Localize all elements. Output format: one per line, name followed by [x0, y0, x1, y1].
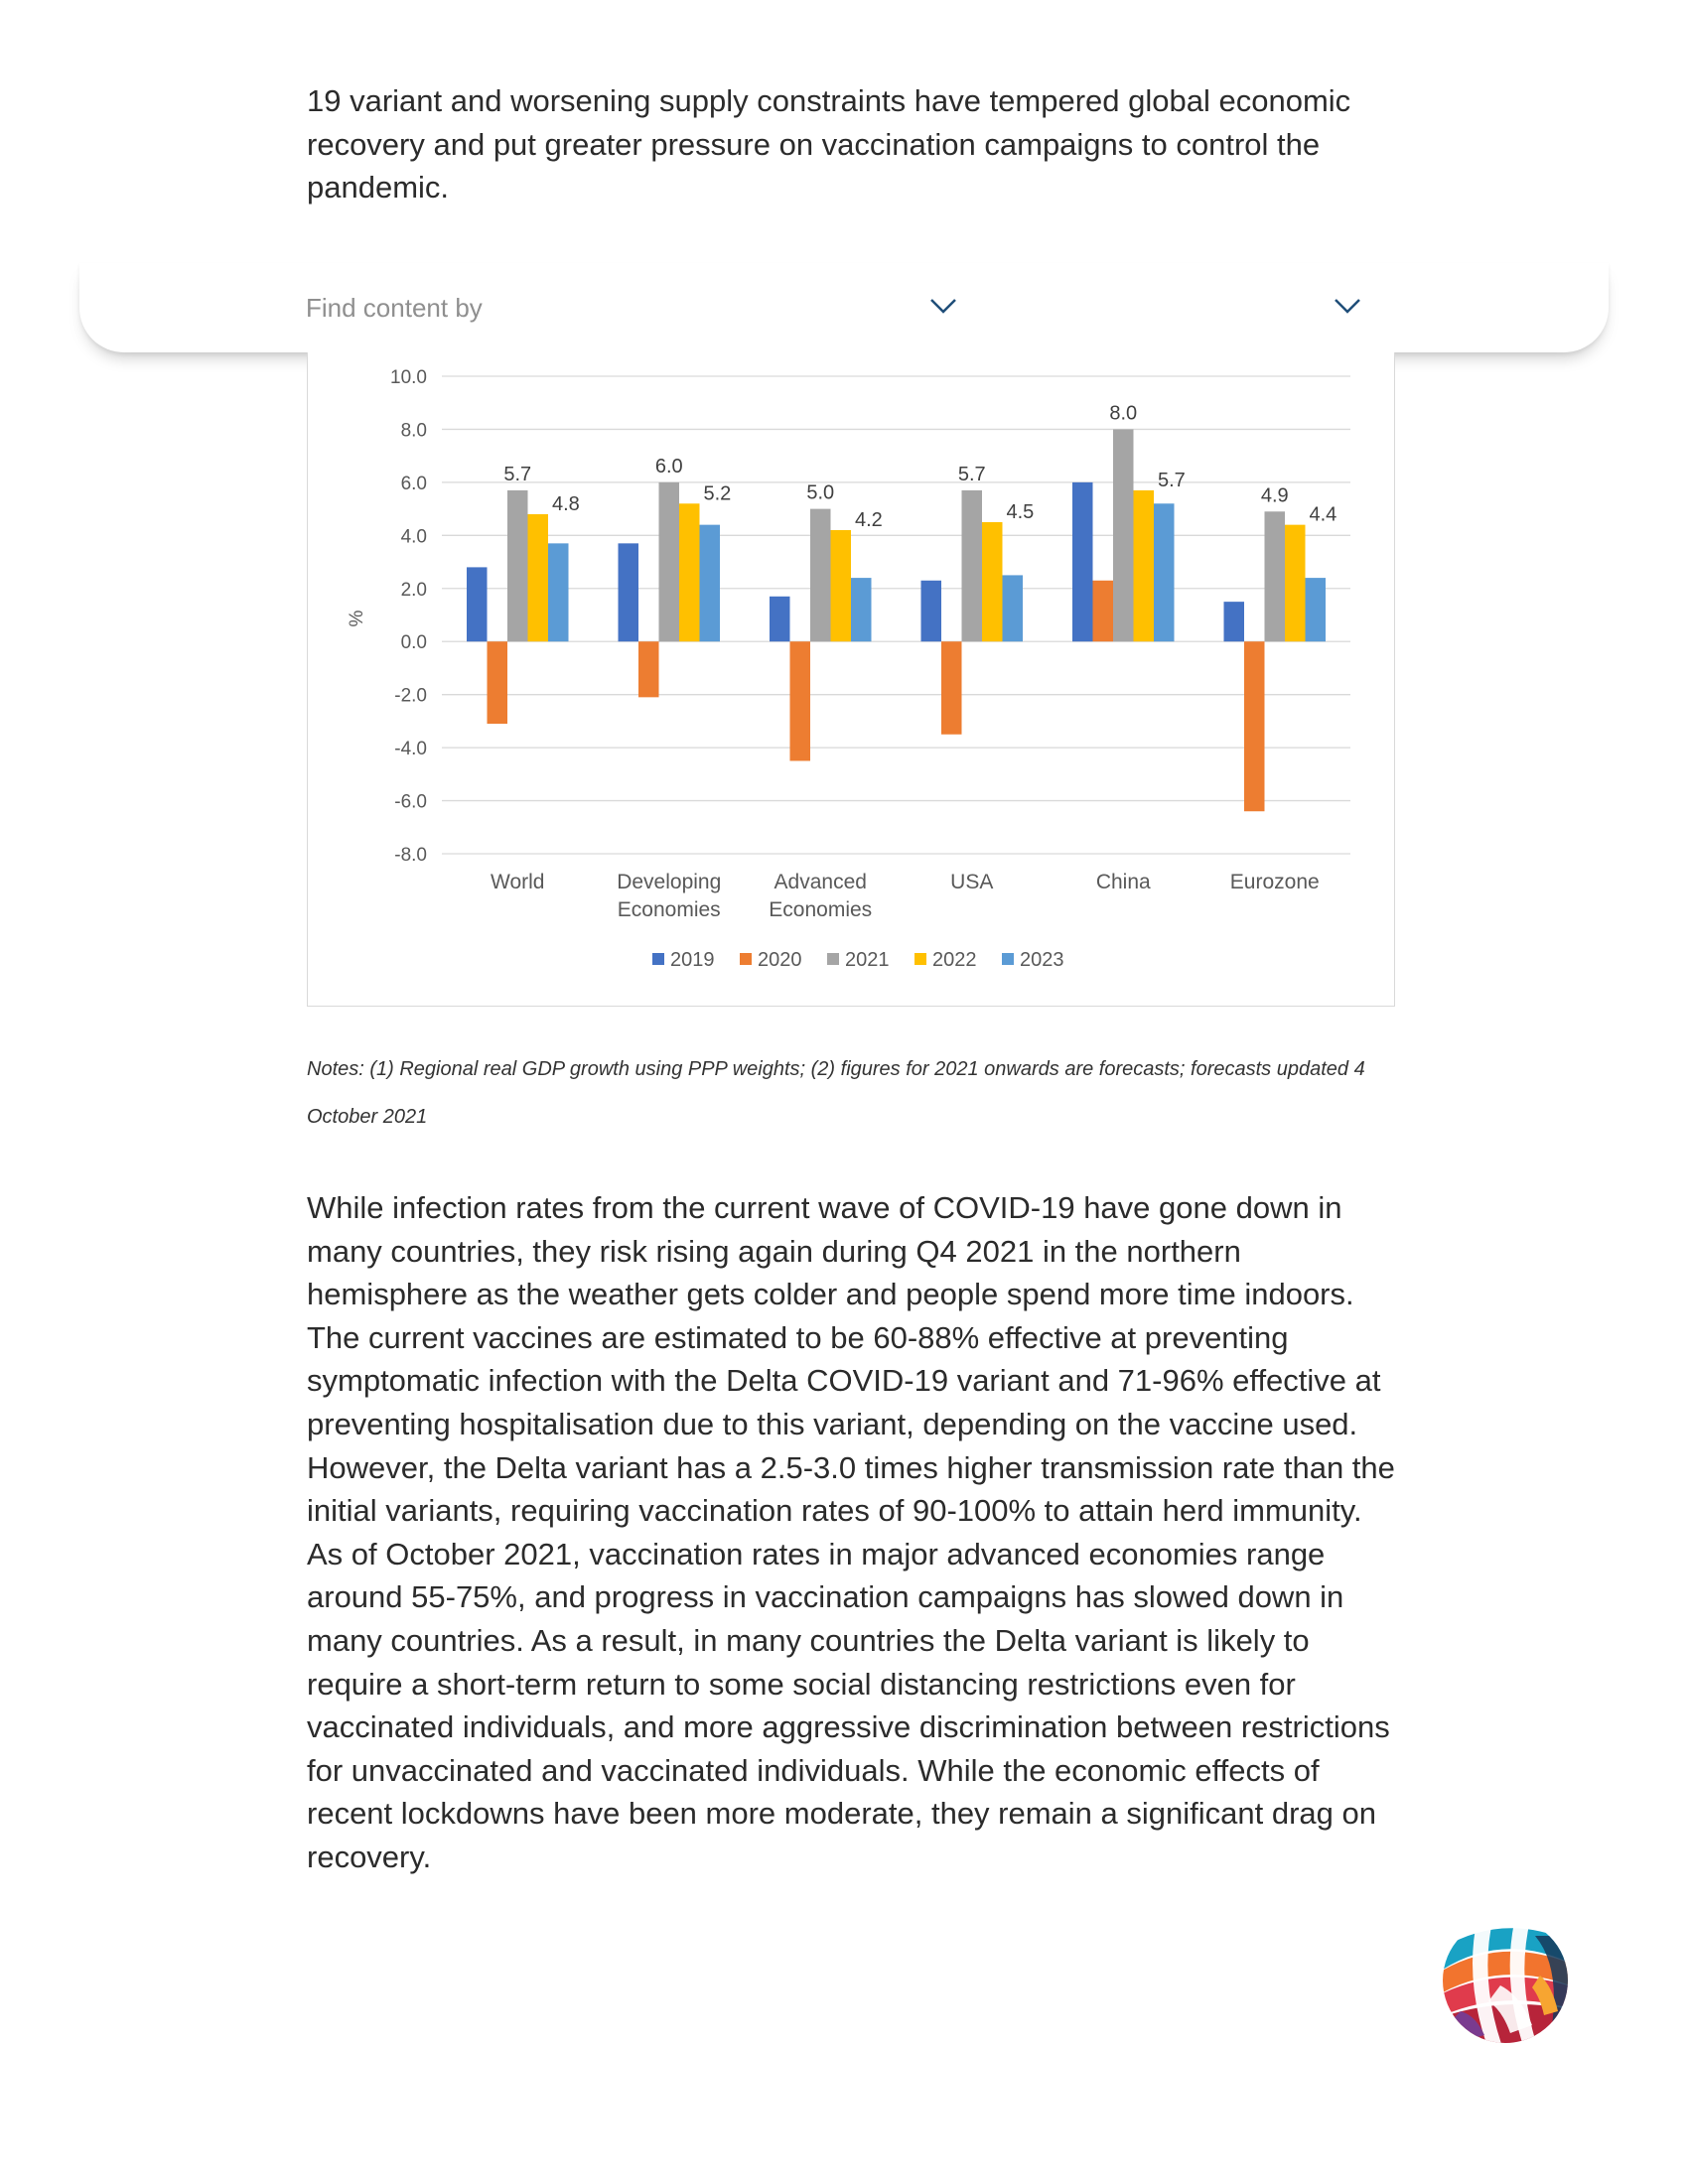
- y-tick-label: -2.0: [394, 686, 427, 707]
- data-label-2022: 5.2: [704, 482, 732, 504]
- bar-2022: [830, 529, 851, 642]
- category-label: Economies: [618, 898, 721, 921]
- intro-paragraph: 19 variant and worsening supply constrai…: [307, 83, 1351, 205]
- y-axis-label: %: [347, 610, 367, 626]
- legend-label: 2020: [758, 949, 802, 971]
- data-label-2021: 4.9: [1261, 484, 1289, 506]
- data-label-2021: 5.7: [503, 464, 531, 485]
- bar-2021: [810, 508, 831, 642]
- bar-2020: [638, 641, 659, 698]
- legend-label: 2022: [932, 949, 977, 971]
- data-label-2021: 5.7: [958, 464, 986, 485]
- y-tick-label: 6.0: [401, 474, 427, 494]
- legend-label: 2021: [845, 949, 890, 971]
- data-label-2022: 5.7: [1158, 470, 1186, 491]
- category-label: Economies: [769, 898, 872, 921]
- bar-2022: [679, 503, 700, 642]
- data-label-2022: 4.8: [552, 493, 580, 515]
- y-tick-label: 0.0: [401, 632, 427, 653]
- find-content-label: Find content by: [306, 293, 483, 323]
- bar-2021: [507, 489, 528, 642]
- legend-swatch: [827, 953, 839, 965]
- legend-label: 2019: [670, 949, 715, 971]
- bar-2022: [1285, 524, 1306, 642]
- y-tick-label: 4.0: [401, 526, 427, 547]
- bar-2020: [1244, 641, 1265, 812]
- category-label: Advanced: [774, 871, 867, 893]
- y-tick-label: -4.0: [394, 739, 427, 759]
- bar-2023: [1154, 503, 1175, 642]
- legend-swatch: [652, 953, 664, 965]
- legend-label: 2023: [1020, 949, 1064, 971]
- bar-2023: [851, 578, 872, 642]
- data-label-2021: 5.0: [806, 482, 834, 504]
- y-tick-label: -6.0: [394, 792, 427, 813]
- bar-2020: [941, 641, 962, 735]
- legend-swatch: [914, 953, 926, 965]
- bar-2021: [1113, 429, 1134, 642]
- bar-2019: [770, 596, 790, 642]
- bar-2023: [699, 524, 720, 642]
- bar-2023: [1305, 578, 1326, 642]
- bar-2019: [467, 567, 488, 642]
- data-label-2021: 8.0: [1109, 402, 1137, 424]
- data-label-2022: 4.4: [1310, 504, 1337, 526]
- bar-2022: [1133, 489, 1154, 642]
- bar-2023: [548, 543, 569, 642]
- data-label-2022: 4.2: [855, 509, 883, 531]
- bar-2019: [1223, 602, 1244, 642]
- bar-2019: [920, 580, 941, 642]
- bar-2022: [527, 513, 548, 642]
- bar-2019: [1072, 481, 1093, 642]
- chevron-down-icon[interactable]: [1333, 296, 1362, 316]
- y-tick-label: 2.0: [401, 580, 427, 601]
- bar-2021: [961, 489, 982, 642]
- gdp-growth-chart: 10.0 8.0 6.0 4.0 2.0 0.0 -2.0 -4.0 -6.0 -8.0 5.7 4…: [307, 352, 1395, 1007]
- bar-2022: [982, 521, 1003, 642]
- y-tick-label: -8.0: [394, 845, 427, 866]
- legend-swatch: [1002, 953, 1014, 965]
- bar-2021: [1264, 511, 1285, 642]
- y-tick-label: 8.0: [401, 420, 427, 441]
- category-label: Developing: [617, 871, 721, 893]
- category-label: USA: [950, 871, 993, 893]
- legend-swatch: [740, 953, 752, 965]
- bar-2019: [618, 543, 638, 642]
- chart-canvas: 10.0 8.0 6.0 4.0 2.0 0.0 -2.0 -4.0 -6.0 -8.0 5.7 4…: [347, 367, 1350, 971]
- bar-2020: [789, 641, 810, 761]
- bar-2023: [1002, 575, 1023, 642]
- data-label-2022: 4.5: [1007, 501, 1035, 523]
- category-label: Eurozone: [1230, 871, 1320, 893]
- category-label: World: [491, 871, 544, 893]
- y-tick-label: 10.0: [390, 367, 427, 388]
- bar-2020: [1092, 580, 1113, 642]
- body-paragraph: While infection rates from the current w…: [307, 1190, 1395, 1874]
- data-label-2021: 6.0: [655, 456, 683, 478]
- globe-logo-icon: [1443, 1918, 1568, 2043]
- bar-2021: [658, 481, 679, 642]
- category-label: China: [1096, 871, 1151, 893]
- chevron-down-icon[interactable]: [928, 296, 958, 316]
- bar-2020: [487, 641, 507, 725]
- find-content-bar[interactable]: Find content by: [79, 263, 1609, 352]
- chart-notes: Notes: (1) Regional real GDP growth usin…: [307, 1058, 1365, 1128]
